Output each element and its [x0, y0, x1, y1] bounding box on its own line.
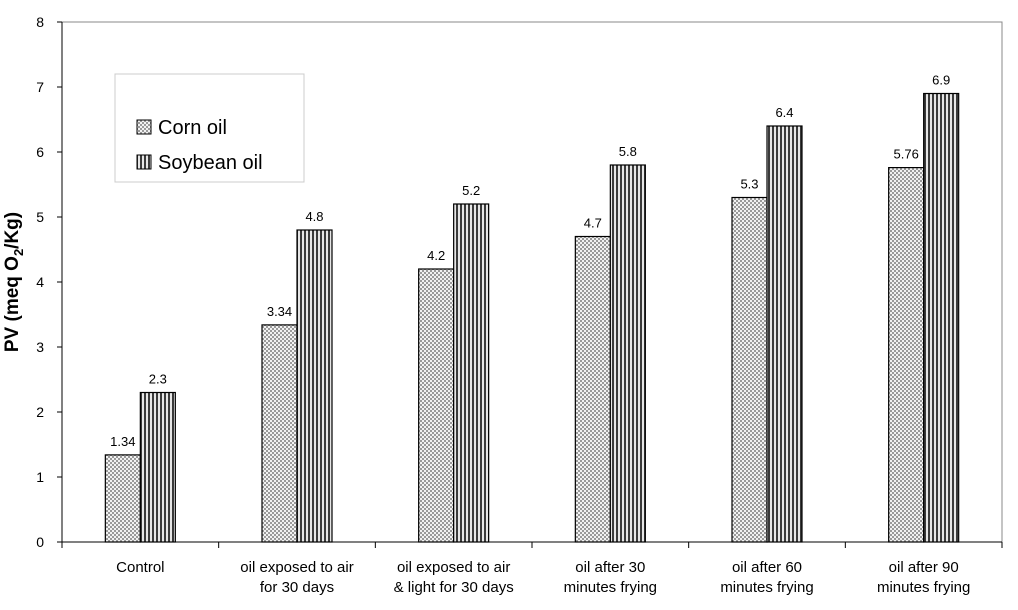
data-label: 6.4	[775, 105, 793, 120]
bar-corn-oil	[574, 235, 611, 543]
y-tick-label: 3	[36, 339, 44, 355]
data-label: 5.2	[462, 183, 480, 198]
data-label: 2.3	[149, 372, 167, 387]
data-label: 4.2	[427, 248, 445, 263]
y-tick-label: 2	[36, 404, 44, 420]
y-tick-label: 4	[36, 274, 44, 290]
y-axis-label-main: PV (meq O	[2, 256, 23, 352]
data-label: 6.9	[932, 73, 950, 88]
y-tick-label: 8	[36, 14, 44, 30]
bar-soybean-oil	[609, 164, 646, 543]
data-label: 4.7	[584, 216, 602, 231]
data-label: 1.34	[110, 434, 135, 449]
data-label: 3.34	[267, 304, 292, 319]
bar-corn-oil	[888, 167, 925, 543]
legend: Corn oil Soybean oil	[114, 73, 305, 183]
legend-swatch-soybean-oil	[136, 154, 152, 170]
x-tick-label: oil after 60 minutes frying	[720, 559, 813, 596]
y-axis-label-subscript: 2	[11, 249, 26, 256]
y-tick-label: 6	[36, 144, 44, 160]
data-label-group: 1.34 3.34 4.2 4.7 5.3 5.76 2.3 4.8 5.2 5.8 6.4 6.9	[110, 73, 950, 449]
legend-swatch-corn-oil	[136, 119, 152, 135]
y-tick-label: 7	[36, 79, 44, 95]
data-label: 4.8	[305, 209, 323, 224]
x-tick-label: oil exposed to air & light for 30 days	[394, 559, 514, 596]
y-axis: 0 1 2 3 4 5 6 7 8	[36, 14, 63, 550]
bar-corn-oil	[418, 268, 455, 543]
x-tick-label: oil exposed to air for 30 days	[240, 559, 353, 596]
bar-series-group	[104, 92, 960, 543]
data-label: 5.3	[740, 177, 758, 192]
x-axis: Control oil exposed to air for 30 days oil …	[61, 541, 1003, 596]
bar-corn-oil	[261, 324, 298, 543]
x-tick-label: oil after 90 minutes frying	[877, 559, 970, 596]
y-tick-label: 0	[36, 534, 44, 550]
legend-label-corn-oil: Corn oil	[158, 117, 227, 139]
y-tick-label: 1	[36, 469, 44, 485]
y-axis-label-tail: /Kg)	[2, 212, 23, 249]
bar-soybean-oil	[923, 92, 960, 543]
bar-soybean-oil	[453, 203, 490, 543]
legend-label-soybean-oil: Soybean oil	[158, 152, 263, 174]
x-tick-label: oil after 30 minutes frying	[564, 559, 657, 596]
x-tick-label: Control	[116, 559, 164, 576]
data-label: 5.8	[619, 144, 637, 159]
bar-corn-oil	[731, 196, 768, 543]
data-label: 5.76	[894, 147, 919, 162]
y-tick-label: 5	[36, 209, 44, 225]
y-axis-label: PV (meq O2/Kg)	[2, 212, 26, 352]
bar-soybean-oil	[296, 229, 333, 543]
bar-corn-oil	[104, 454, 141, 543]
bar-soybean-oil	[139, 391, 176, 543]
bar-soybean-oil	[766, 125, 803, 543]
